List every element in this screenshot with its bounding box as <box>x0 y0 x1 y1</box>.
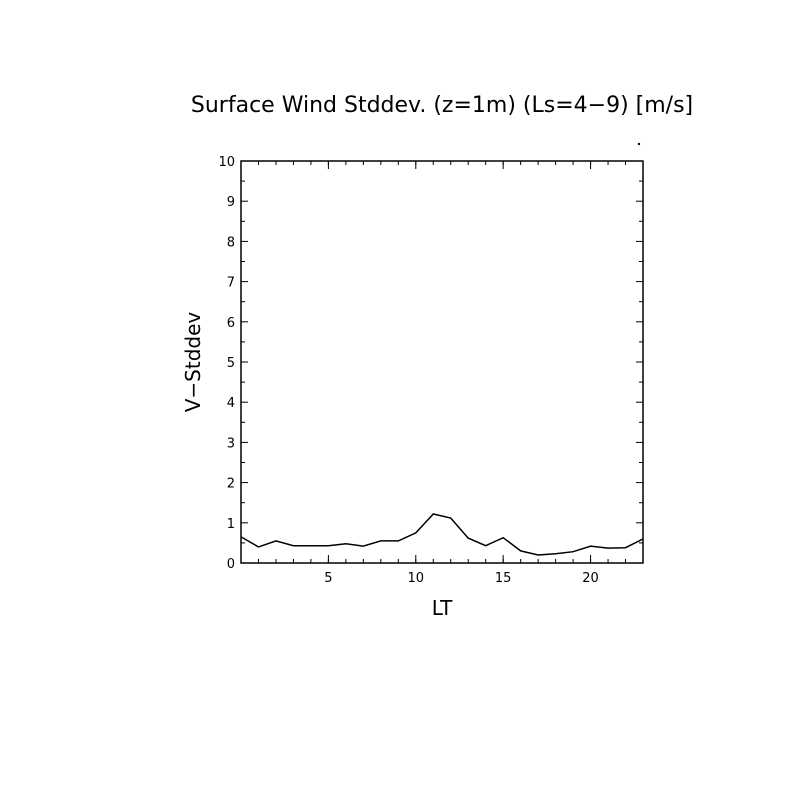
y-tick-label: 8 <box>227 235 235 250</box>
axes <box>240 160 644 564</box>
plot-frame <box>240 160 644 564</box>
y-tick-label: 10 <box>218 155 235 170</box>
y-tick-label: 6 <box>227 316 235 331</box>
x-axis-label: LT <box>432 596 453 620</box>
series-layer <box>240 513 644 556</box>
x-tick-label: 15 <box>495 571 512 586</box>
y-tick-label: 7 <box>227 276 235 291</box>
y-tick-label: 3 <box>227 436 235 451</box>
y-tick-label: 0 <box>227 557 235 572</box>
chart-title: Surface Wind Stddev. (z=1m) (Ls=4−9) [m/… <box>191 93 693 118</box>
series-line <box>240 513 644 556</box>
x-tick-label: 5 <box>324 571 332 586</box>
y-tick-label: 1 <box>227 517 235 532</box>
corner-dot <box>637 142 641 146</box>
x-tick-label: 20 <box>582 571 599 586</box>
ticks: 0 1 2 3 4 5 6 7 8 9 10 5 10 15 20 <box>218 155 643 586</box>
y-tick-label: 9 <box>227 195 235 210</box>
y-tick-label: 5 <box>227 356 235 371</box>
y-tick-label: 4 <box>227 396 235 411</box>
y-axis-label: V−Stddev <box>181 312 205 413</box>
x-tick-label: 10 <box>408 571 425 586</box>
y-tick-label: 2 <box>227 477 235 492</box>
